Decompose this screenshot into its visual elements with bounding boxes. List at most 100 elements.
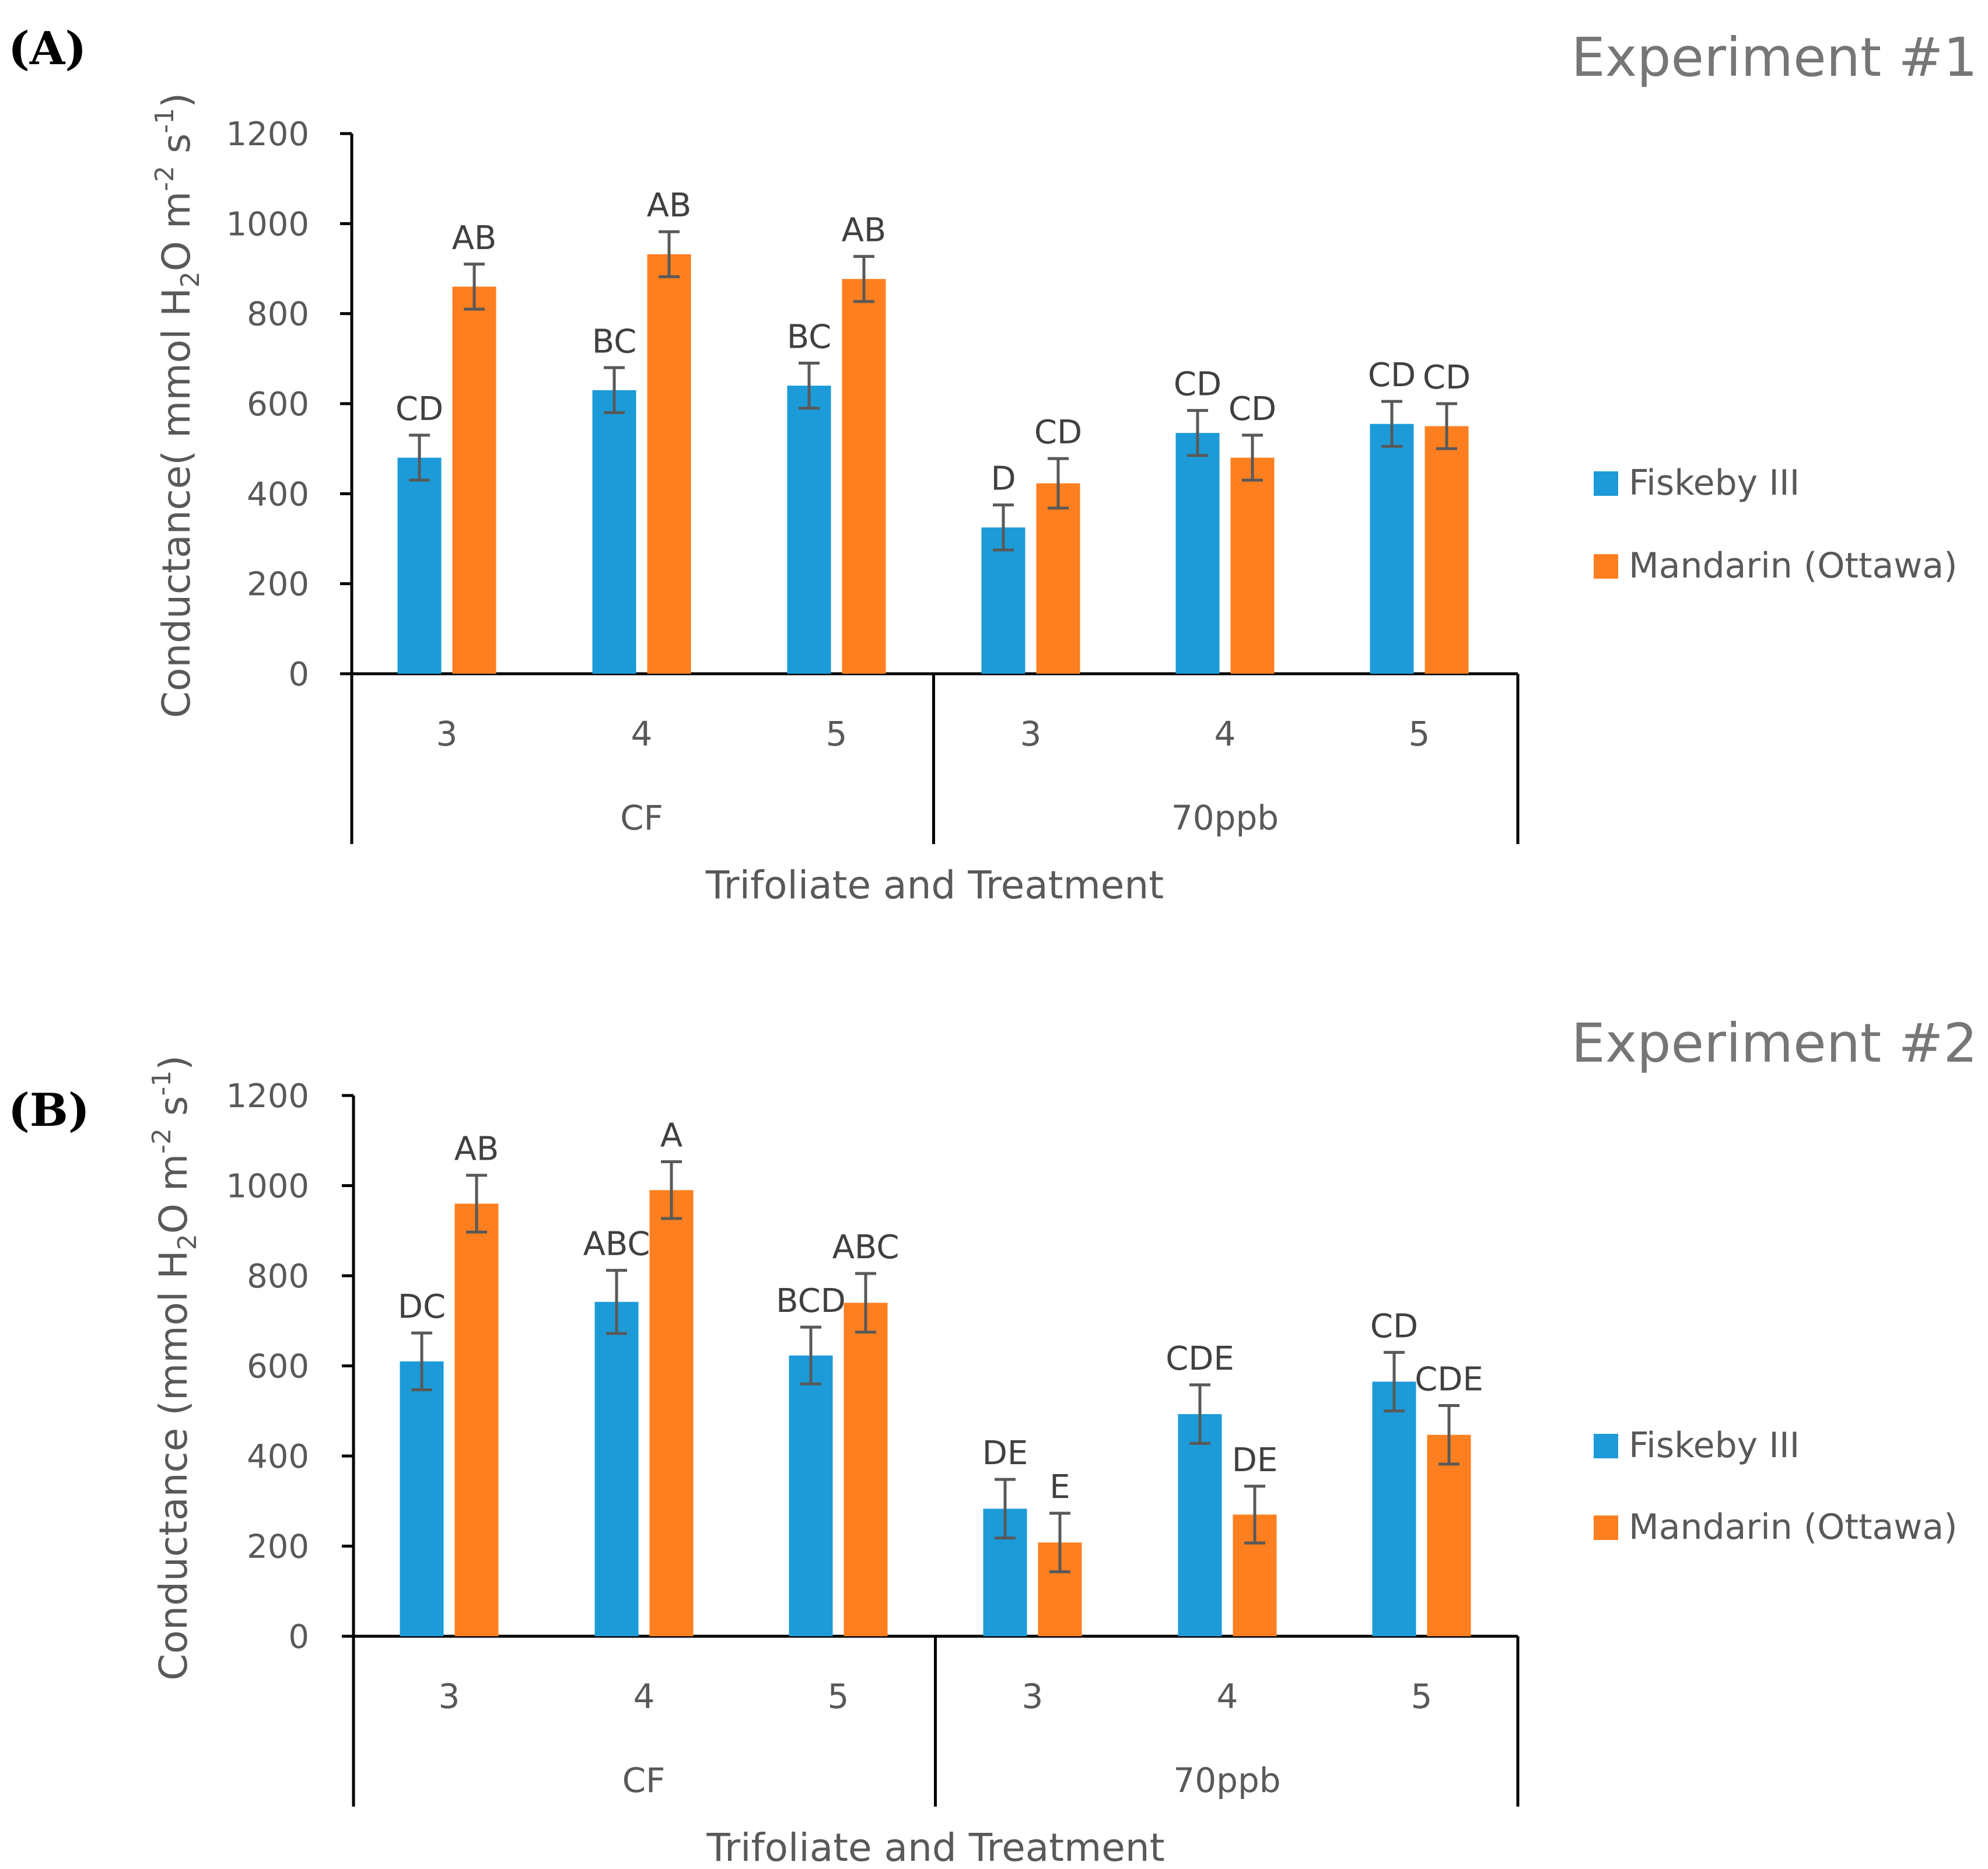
significance-label: BC (787, 318, 832, 356)
significance-label: AB (454, 1130, 499, 1168)
bar-fiskeby-iii (1178, 1414, 1222, 1636)
significance-label: CD (1034, 414, 1082, 452)
bar-fiskeby-iii (1370, 424, 1414, 674)
y-axis-title-part: -2 (147, 1128, 177, 1154)
y-axis-title-part: 2 (176, 271, 205, 288)
y-axis-title-part: -1 (147, 1070, 177, 1096)
bar-fiskeby-iii (1175, 433, 1220, 674)
x-tick-label: 5 (826, 714, 848, 754)
y-tick-label: 400 (247, 1438, 309, 1476)
significance-label: BC (592, 323, 637, 360)
significance-label: DE (982, 1434, 1028, 1472)
bar-mandarin-ottawa (1036, 483, 1080, 674)
x-tick-label: 4 (634, 1676, 655, 1716)
bar-mandarin-ottawa (842, 279, 886, 674)
y-tick-label: 800 (247, 296, 309, 334)
x-tick-label: 5 (828, 1676, 849, 1716)
experiment-1-chart: (A) Experiment #1 0 200 400 600 800 1000 1200 3 4 5… (8, 22, 1978, 908)
y-tick-label: 1000 (226, 1168, 309, 1206)
significance-label: DE (1232, 1441, 1278, 1479)
y-axis-title: Conductance( mmol H2O m-2 s-1) (150, 93, 205, 718)
bar-mandarin-ottawa (647, 254, 691, 674)
legend-label-fiskeby-iii: Fiskeby III (1629, 463, 1800, 503)
bar-fiskeby-iii (592, 390, 636, 674)
y-axis-title-part: Conductance( mmol H (154, 288, 199, 718)
x-tick-label: 5 (1411, 1676, 1433, 1716)
significance-label: AB (842, 212, 887, 250)
legend-label-mandarin-ottawa: Mandarin (Ottawa) (1629, 545, 1958, 586)
significance-label: E (1049, 1468, 1070, 1506)
significance-label: ABC (832, 1228, 900, 1266)
y-axis-title-part: O m (151, 1154, 196, 1234)
x-tick-label: 3 (1022, 1676, 1044, 1716)
significance-label: CDE (1415, 1360, 1483, 1398)
bar-mandarin-ottawa (1230, 457, 1275, 674)
bar-fiskeby-iii (594, 1301, 639, 1636)
y-tick-label: 600 (247, 1348, 309, 1386)
bar-fiskeby-iii (397, 457, 442, 674)
significance-label: CD (396, 390, 443, 428)
x-tick-label: 4 (631, 714, 653, 754)
bar-mandarin-ottawa (454, 1203, 499, 1636)
y-tick-label: 200 (247, 1528, 309, 1566)
x-tick-label: 5 (1409, 714, 1430, 754)
bar-mandarin-ottawa (649, 1190, 694, 1636)
bar-fiskeby-iii (787, 386, 831, 674)
y-tick-label: 1200 (226, 1077, 309, 1115)
legend-label-mandarin-ottawa: Mandarin (Ottawa) (1629, 1507, 1958, 1548)
x-tick-label: 4 (1214, 714, 1236, 754)
y-axis-title-part: s (154, 134, 199, 166)
significance-label: CDE (1166, 1340, 1234, 1378)
significance-label: CD (1368, 356, 1416, 394)
bar-mandarin-ottawa (844, 1303, 888, 1636)
significance-label: AB (452, 219, 497, 257)
legend-label-fiskeby-iii: Fiskeby III (1629, 1425, 1800, 1466)
panel-label: (B) (8, 1084, 90, 1137)
y-tick-label: 400 (247, 475, 309, 513)
y-tick-label: 200 (247, 566, 309, 604)
chart-title: Experiment #1 (1572, 26, 1978, 89)
panel-label: (A) (8, 22, 86, 75)
y-axis-title-part: ) (154, 93, 199, 108)
significance-label: BCD (776, 1282, 846, 1320)
x-tick-label: 4 (1217, 1676, 1238, 1716)
legend-swatch-mandarin-ottawa (1594, 1516, 1618, 1540)
y-axis-title-part: -1 (150, 108, 180, 134)
bar-mandarin-ottawa (452, 286, 496, 674)
x-axis-title: Trifoliate and Treatment (705, 863, 1164, 908)
bar-fiskeby-iii (400, 1361, 444, 1636)
y-tick-label: 800 (247, 1258, 309, 1296)
significance-label: CD (1423, 359, 1471, 397)
x-group-label: 70ppb (1171, 798, 1279, 838)
significance-label: DC (398, 1288, 446, 1326)
bar-fiskeby-iii (789, 1355, 833, 1636)
significance-label: A (660, 1117, 682, 1155)
y-axis-title-part: O m (154, 191, 199, 271)
y-tick-label: 1000 (226, 205, 309, 243)
y-tick-label: 0 (288, 656, 309, 694)
x-group-label: CF (622, 1760, 666, 1800)
bar-fiskeby-iii (1372, 1381, 1416, 1636)
x-group-label: 70ppb (1173, 1760, 1280, 1800)
experiment-2-chart: (B) Experiment #2 0 200 400 600 800 1000 1200 3 4 5… (8, 1012, 1978, 1869)
chart-title: Experiment #2 (1572, 1012, 1978, 1074)
legend-swatch-fiskeby-iii (1594, 471, 1618, 496)
y-axis-title: Conductance (mmol H2O m-2 s-1) (147, 1055, 202, 1681)
significance-label: CD (1228, 390, 1276, 428)
y-axis-title-part: 2 (173, 1234, 202, 1250)
x-axis-title: Trifoliate and Treatment (706, 1825, 1164, 1869)
y-axis-title-part: -2 (150, 166, 180, 191)
y-axis-title-part: s (151, 1096, 196, 1128)
y-axis-title-part: ) (151, 1055, 196, 1070)
significance-label: D (991, 460, 1016, 498)
bar-mandarin-ottawa (1424, 426, 1469, 674)
x-tick-label: 3 (1020, 714, 1042, 754)
significance-label: CD (1174, 366, 1222, 404)
significance-label: CD (1370, 1307, 1418, 1345)
y-axis-title-part: Conductance (mmol H (151, 1250, 196, 1681)
x-tick-label: 3 (436, 714, 458, 754)
significance-label: ABC (583, 1226, 650, 1264)
x-tick-label: 3 (439, 1676, 460, 1716)
y-tick-label: 600 (247, 386, 309, 424)
